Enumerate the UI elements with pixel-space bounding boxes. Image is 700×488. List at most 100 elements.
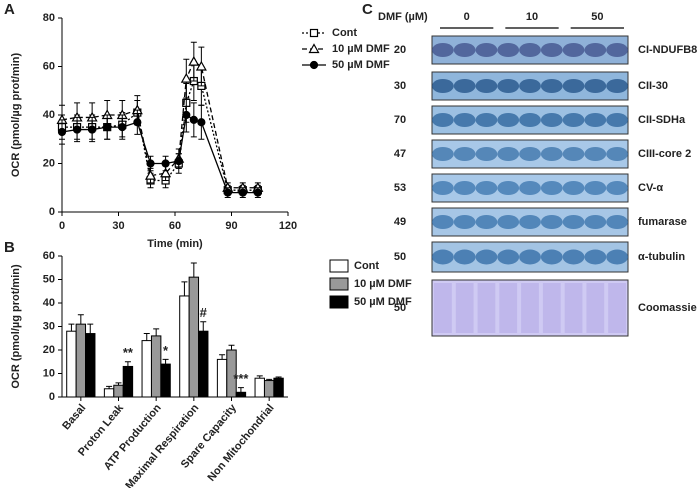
panel-label: C (362, 1, 373, 18)
y-tick-label: 50 (43, 273, 55, 285)
band (519, 79, 541, 93)
lane (564, 283, 583, 333)
point (174, 156, 183, 166)
error-bar (162, 358, 169, 365)
point (188, 55, 200, 66)
x-tick-label: 60 (169, 220, 181, 232)
point (103, 123, 112, 132)
x-tick-label: 120 (279, 220, 297, 232)
y-tick-label: 80 (43, 12, 55, 24)
y-axis-label: OCR (pmol/µg prot/min) (10, 53, 22, 178)
error-bar (87, 323, 94, 334)
band (497, 147, 520, 161)
band (475, 181, 498, 195)
group-label: 50 (591, 11, 603, 23)
kda-label: 20 (394, 44, 406, 56)
bar (254, 377, 265, 398)
band (497, 79, 520, 93)
bar (160, 363, 171, 398)
legend-label: 50 µM DMF (354, 296, 412, 308)
band (584, 249, 607, 265)
band (606, 147, 628, 161)
band (606, 215, 628, 229)
point (223, 188, 232, 197)
bar (113, 384, 124, 398)
bar (216, 358, 228, 398)
x-tick-label: 0 (59, 220, 65, 232)
lane (455, 283, 474, 333)
band (584, 79, 607, 93)
legend-label: 50 µM DMF (332, 59, 390, 71)
band (562, 79, 585, 93)
error-bar (228, 344, 235, 350)
significance-marker: ** (123, 345, 134, 360)
band (606, 79, 628, 93)
band (519, 43, 541, 57)
y-tick-label: 20 (43, 344, 55, 356)
bar (141, 340, 152, 398)
band (519, 113, 541, 127)
bar (150, 335, 162, 398)
point (238, 188, 247, 197)
band (453, 79, 476, 93)
band (519, 147, 541, 161)
band (453, 215, 476, 229)
point (160, 167, 172, 178)
band (453, 43, 476, 57)
significance-marker: * (163, 343, 169, 358)
y-tick-label: 20 (43, 157, 55, 169)
x-tick-label: 90 (225, 220, 237, 232)
x-axis-label: Time (min) (147, 238, 203, 250)
kda-label: 50 (394, 302, 406, 314)
y-tick-label: 40 (43, 297, 55, 309)
point (118, 123, 127, 132)
bar (226, 349, 237, 398)
legend-label: Cont (332, 27, 357, 39)
y-tick-label: 40 (43, 109, 55, 121)
band (475, 215, 498, 229)
bar (198, 330, 209, 398)
band (497, 249, 520, 265)
kda-label: 53 (394, 182, 406, 194)
legend-label: 10 µM DMF (354, 278, 412, 290)
y-tick-label: 60 (43, 250, 55, 262)
protein-label: fumarase (638, 216, 687, 228)
legend-label: Cont (354, 260, 379, 272)
y-tick-label: 0 (49, 391, 55, 403)
panel-label: A (4, 1, 15, 18)
point (133, 118, 142, 127)
band (584, 43, 607, 57)
series-line (61, 60, 258, 189)
lane (477, 283, 496, 333)
significance-marker: *** (233, 371, 249, 386)
lane (499, 283, 518, 333)
error-bar (237, 387, 244, 393)
band (540, 79, 563, 93)
band (432, 181, 454, 195)
bar (235, 391, 247, 398)
band (562, 147, 585, 161)
band (540, 113, 563, 127)
y-tick-label: 30 (43, 320, 55, 332)
bar (75, 323, 87, 398)
protein-label: CI-NDUFB8 (638, 44, 697, 56)
panel-label: B (4, 239, 15, 256)
band (432, 249, 454, 265)
group-label: 10 (526, 11, 538, 23)
band (453, 249, 476, 265)
point (88, 125, 97, 134)
band (540, 181, 563, 195)
band (562, 215, 585, 229)
error-bar (200, 321, 207, 332)
band (432, 147, 454, 161)
band (562, 249, 585, 265)
band (432, 79, 454, 93)
x-tick-label: Basal (60, 402, 88, 432)
band (475, 249, 498, 265)
legend-marker (308, 43, 320, 54)
band (475, 113, 498, 127)
band (606, 43, 628, 57)
lane (586, 283, 605, 333)
band (584, 215, 607, 229)
protein-label: CII-30 (638, 80, 668, 92)
